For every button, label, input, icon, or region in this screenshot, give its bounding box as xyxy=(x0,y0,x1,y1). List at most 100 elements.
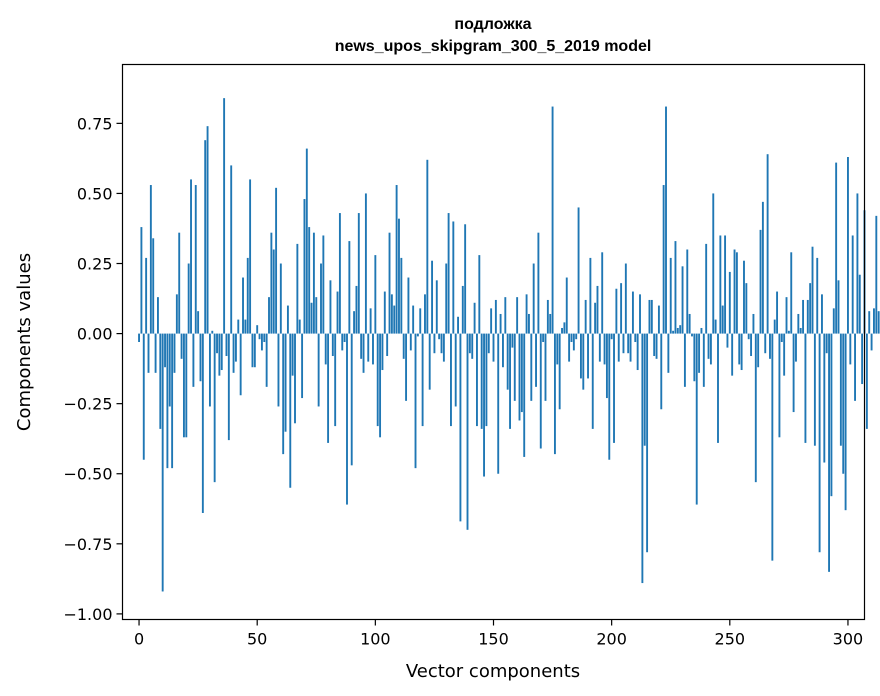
bar xyxy=(208,333,211,407)
y-tick-label: 0.75 xyxy=(77,114,113,133)
bar xyxy=(851,235,854,334)
bar xyxy=(556,333,559,365)
bar xyxy=(185,333,188,438)
bar xyxy=(197,311,200,334)
bar xyxy=(766,154,769,334)
bar xyxy=(830,333,833,497)
bar xyxy=(230,165,233,334)
bar xyxy=(705,243,708,334)
bar xyxy=(551,106,554,334)
bar xyxy=(740,333,743,371)
bar xyxy=(858,274,861,334)
bar xyxy=(294,333,296,424)
bar xyxy=(409,333,412,351)
bar xyxy=(591,333,594,429)
bar xyxy=(251,333,254,368)
bar xyxy=(270,232,273,334)
bar xyxy=(596,285,599,334)
bar xyxy=(733,249,736,334)
bar xyxy=(400,257,403,334)
bar xyxy=(610,333,613,340)
bar xyxy=(263,333,266,342)
bar xyxy=(182,333,185,438)
bar xyxy=(535,333,537,387)
bar xyxy=(849,333,852,365)
bar xyxy=(693,333,696,382)
bar xyxy=(308,227,311,334)
bar xyxy=(447,213,450,334)
bar xyxy=(246,257,249,334)
bar xyxy=(641,333,644,584)
bar xyxy=(369,308,372,334)
bar xyxy=(244,319,247,334)
bar xyxy=(502,333,504,368)
bar xyxy=(341,333,344,351)
bar xyxy=(787,330,790,334)
bar xyxy=(627,333,630,354)
bar xyxy=(296,243,299,334)
bar xyxy=(284,333,287,432)
bar xyxy=(728,271,731,334)
bar xyxy=(324,333,327,365)
bar xyxy=(790,252,793,334)
bar xyxy=(329,280,332,334)
y-tick-label: 0.00 xyxy=(77,325,113,344)
bar xyxy=(393,305,396,334)
bar xyxy=(237,319,240,334)
bar xyxy=(579,333,582,379)
bar xyxy=(232,333,235,373)
bar xyxy=(424,294,426,334)
bar xyxy=(605,333,608,399)
bar xyxy=(187,263,190,334)
bar xyxy=(442,333,445,362)
bar xyxy=(683,333,686,387)
bar xyxy=(776,291,779,334)
bar xyxy=(617,333,620,362)
bar xyxy=(804,333,807,443)
bar xyxy=(587,333,589,379)
bar xyxy=(452,221,455,334)
bar xyxy=(743,260,745,334)
bar xyxy=(613,333,615,443)
bar xyxy=(499,313,502,334)
bar xyxy=(320,263,322,334)
bar xyxy=(435,280,438,334)
bar xyxy=(355,285,358,334)
bar xyxy=(844,333,847,511)
bar xyxy=(532,263,535,334)
bar xyxy=(558,333,561,410)
bar xyxy=(738,333,741,365)
x-axis-label: Vector components xyxy=(406,661,580,682)
bar xyxy=(464,224,467,334)
bar xyxy=(416,333,419,337)
bar xyxy=(837,280,840,334)
bar xyxy=(175,294,178,334)
bar xyxy=(598,333,601,362)
bar xyxy=(164,333,166,368)
bar xyxy=(622,333,625,354)
bar xyxy=(421,333,424,427)
bar xyxy=(225,333,228,357)
bar xyxy=(542,333,545,342)
bar xyxy=(466,333,469,530)
bar xyxy=(660,333,663,410)
bar xyxy=(700,327,703,334)
bar xyxy=(322,235,325,334)
bar xyxy=(277,333,280,407)
bar xyxy=(783,333,786,376)
bar xyxy=(653,333,656,357)
bar xyxy=(509,333,511,429)
bar xyxy=(426,159,429,334)
y-tick-label: −0.50 xyxy=(63,465,112,484)
plot-area-frame xyxy=(121,63,866,621)
bar xyxy=(603,333,606,365)
bar xyxy=(497,333,500,474)
bar xyxy=(390,294,393,334)
bar xyxy=(847,157,849,334)
bar xyxy=(842,333,845,474)
bar xyxy=(553,333,556,455)
bar xyxy=(662,185,665,334)
bar xyxy=(549,313,552,334)
x-tick-label: 50 xyxy=(247,630,267,649)
